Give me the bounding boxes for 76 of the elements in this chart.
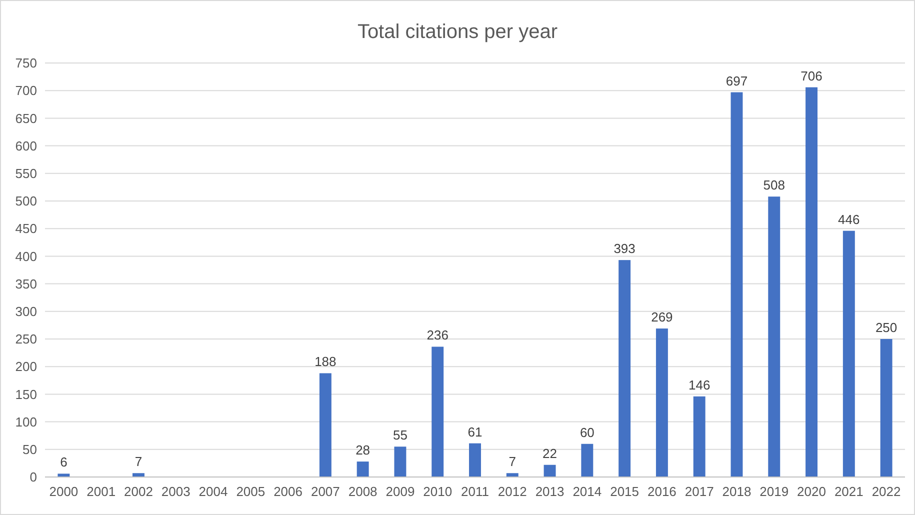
bar: [768, 196, 780, 477]
x-tick-label: 2014: [572, 484, 602, 499]
y-tick-label: 100: [15, 414, 37, 430]
x-tick-label: 2004: [198, 484, 228, 499]
x-tick-label: 2019: [760, 484, 789, 499]
bar: [469, 443, 481, 477]
data-label: 446: [838, 212, 860, 227]
y-tick-label: 500: [15, 194, 37, 209]
bar: [394, 446, 406, 477]
chart-title: Total citations per year: [357, 21, 558, 43]
y-tick-label: 300: [15, 304, 37, 319]
bar: [693, 396, 706, 477]
bar: [544, 464, 556, 477]
x-tick-label: 2020: [797, 484, 826, 499]
x-tick-label: 2005: [236, 484, 266, 499]
bar: [58, 474, 70, 477]
x-tick-label: 2010: [423, 484, 452, 499]
data-label: 28: [356, 442, 370, 458]
y-tick-label: 750: [15, 56, 37, 71]
bar: [506, 473, 518, 477]
x-tick-label: 2018: [722, 484, 752, 499]
data-label: 393: [614, 241, 636, 256]
y-tick-label: 250: [15, 332, 37, 347]
x-tick-label: 2002: [124, 484, 153, 499]
data-label: 508: [763, 178, 785, 193]
x-tick-label: 2021: [834, 484, 864, 499]
x-tick-label: 2008: [348, 484, 378, 499]
x-tick-label: 2012: [498, 484, 527, 499]
bar: [730, 92, 743, 477]
data-label: 706: [800, 68, 822, 84]
bar: [656, 328, 668, 477]
y-tick-label: 550: [15, 166, 37, 181]
y-tick-label: 150: [15, 386, 37, 402]
data-label: 7: [134, 454, 142, 470]
bar: [581, 444, 594, 477]
bar: [132, 473, 144, 477]
data-label: 236: [426, 328, 448, 343]
data-label: 22: [542, 446, 558, 461]
x-tick-label: 2006: [274, 484, 303, 499]
y-tick-label: 450: [15, 221, 37, 236]
data-label: 61: [468, 424, 482, 440]
x-tick-label: 2017: [684, 484, 714, 499]
bar: [842, 230, 855, 477]
y-tick-label: 350: [15, 276, 37, 292]
x-tick-label: 2009: [386, 484, 415, 499]
y-tick-label: 400: [15, 248, 37, 264]
y-tick-label: 0: [30, 470, 37, 485]
x-tick-label: 2001: [86, 484, 116, 499]
data-label: 250: [875, 320, 898, 335]
x-tick-label: 2003: [161, 484, 190, 499]
data-label: 7: [508, 454, 516, 470]
bar: [618, 260, 631, 477]
data-label: 60: [580, 424, 594, 440]
x-tick-label: 2011: [461, 484, 489, 499]
y-tick-label: 650: [15, 110, 37, 126]
bar: [356, 462, 369, 477]
x-tick-label: 2013: [535, 484, 564, 499]
data-label: 269: [651, 310, 673, 325]
data-label: 697: [726, 73, 748, 88]
x-tick-label: 2015: [610, 484, 640, 499]
x-tick-label: 2007: [310, 484, 340, 499]
y-tick-label: 200: [15, 359, 37, 374]
data-label: 6: [60, 454, 68, 470]
data-label: 188: [314, 354, 336, 370]
bar: [806, 87, 818, 477]
data-label: 146: [688, 377, 710, 392]
x-tick-label: 2022: [872, 484, 901, 499]
y-tick-label: 600: [15, 138, 37, 154]
bar: [432, 346, 444, 477]
y-tick-label: 50: [22, 442, 37, 457]
y-tick-label: 700: [15, 83, 37, 98]
bar: [880, 339, 892, 477]
x-tick-label: 2016: [647, 484, 676, 499]
data-label: 55: [392, 428, 408, 443]
bar: [319, 373, 332, 477]
x-tick-label: 2000: [49, 484, 78, 499]
